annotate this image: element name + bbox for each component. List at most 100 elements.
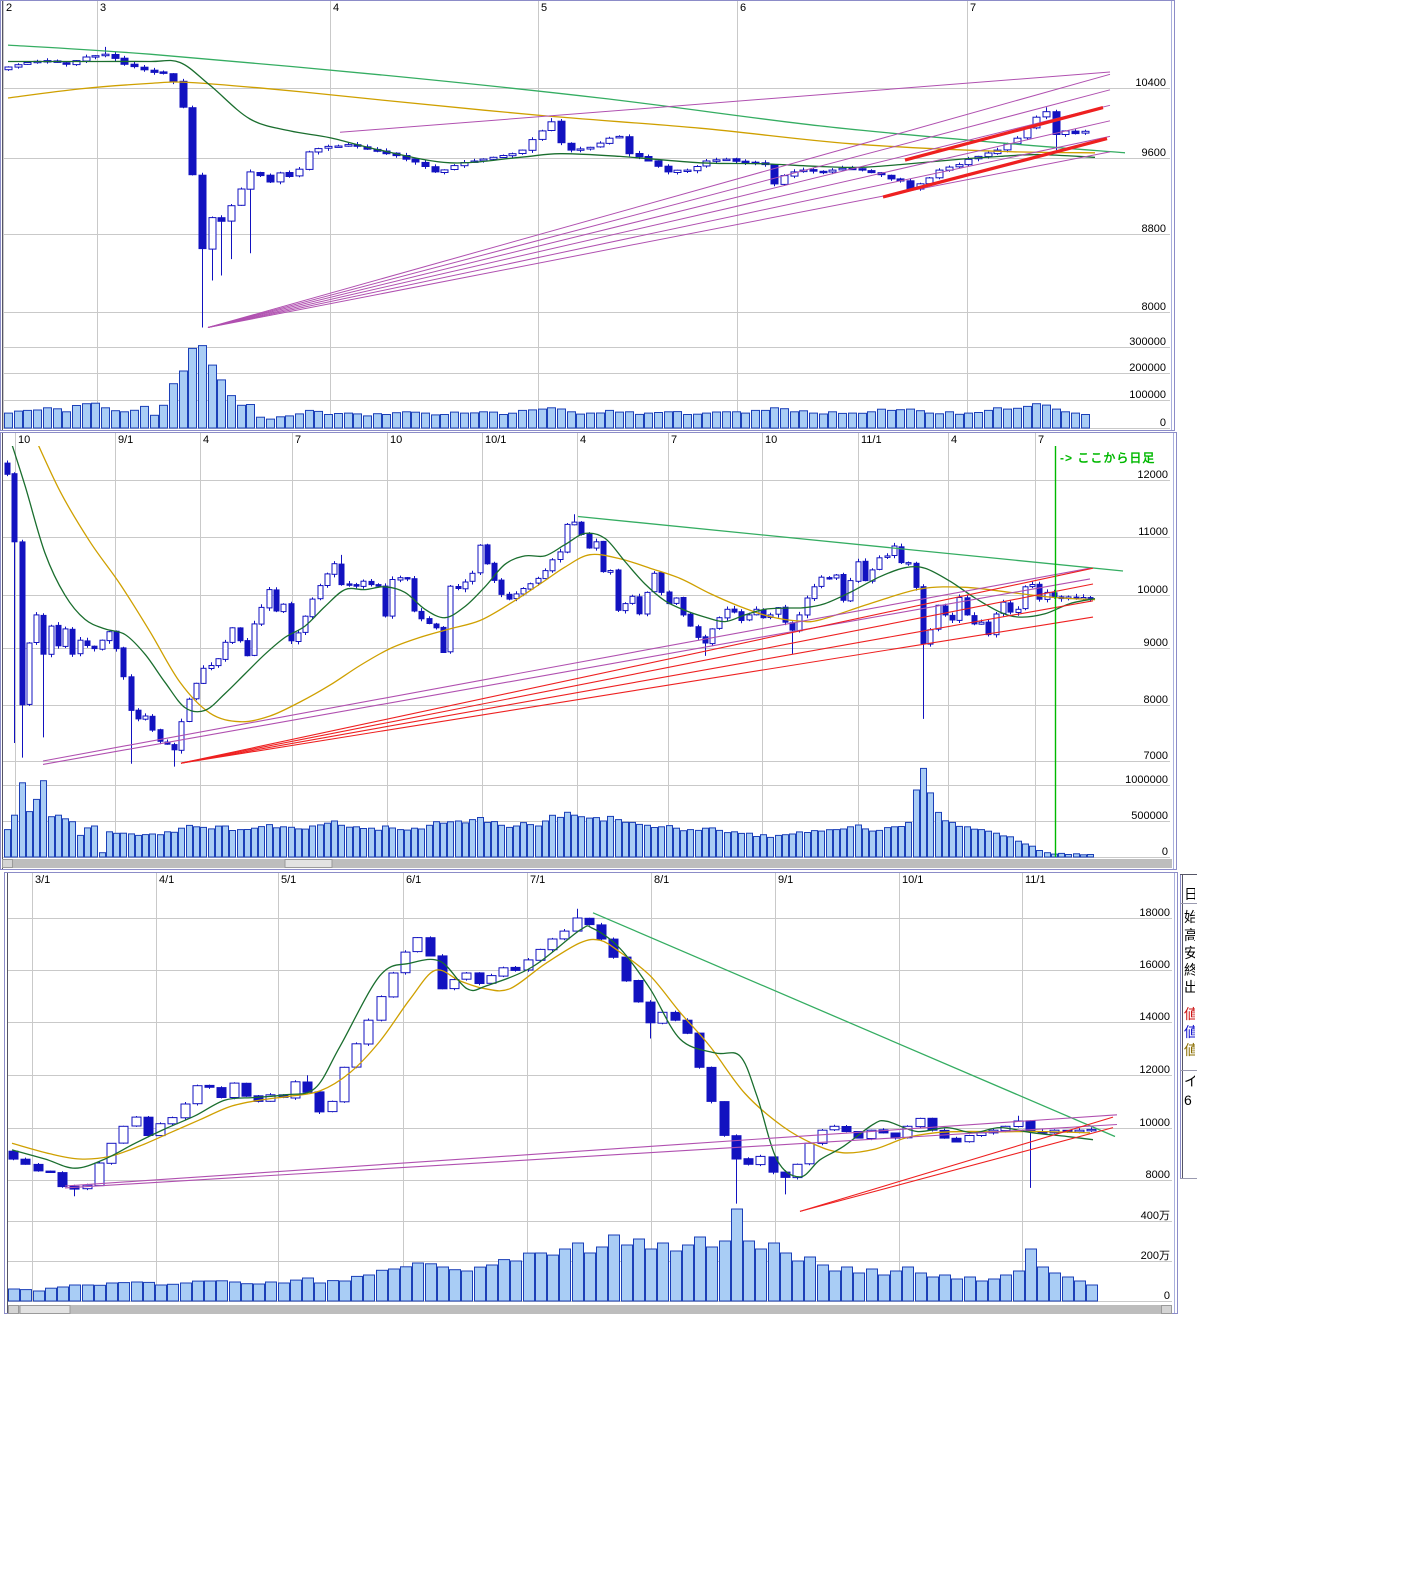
volume-bar [1071,412,1080,429]
volume-bar [295,413,304,429]
volume-axis-label: 100000 [1129,389,1166,401]
daily-boundary-annotation: -> ここから日足 [1060,451,1156,465]
volume-bar [258,826,265,858]
candle-body [57,1172,68,1188]
candle-body [69,628,76,655]
volume-bar [363,1274,375,1302]
candle-body [841,1126,852,1132]
volume-bar [351,1275,363,1302]
candle-body [809,169,818,172]
volume-bar [593,817,600,858]
volume-bar [290,1279,302,1302]
volume-bar [237,404,246,429]
x-axis-label: 9/1 [118,434,133,446]
volume-bar [392,412,401,429]
x-axis-label: 7 [295,434,301,446]
middle-weekly-chart-frame [0,432,1177,870]
volume-bar [939,1274,951,1302]
candle-body [683,169,692,173]
candle-body [942,605,949,616]
candle-body [159,71,168,74]
scrollbar-thumb[interactable] [19,1305,71,1314]
volume-bar [615,411,624,429]
volume-bar [890,1270,902,1302]
candle-body [375,584,382,587]
volume-bar [229,830,236,858]
volume-bar [925,412,934,429]
moving-average-line [11,925,1094,1178]
volume-bar [186,824,193,858]
volume-bar [334,413,343,429]
volume-bar [542,820,549,858]
candle-body [693,166,702,172]
scrollbar-track[interactable] [2,859,1172,868]
candle-body [120,647,127,678]
candle-body [285,172,294,177]
volume-bar [8,1288,20,1302]
candle-body [229,1082,240,1098]
volume-bar [376,1269,388,1302]
volume-bar [586,412,595,429]
candle-body [474,972,485,985]
volume-bar [913,789,920,858]
candle-body [796,614,803,632]
volume-bar [180,1282,192,1302]
candle-body [55,624,62,647]
candle-body [818,576,825,587]
volume-bar [216,1280,228,1302]
volume-bar [927,792,934,858]
candle-body [838,167,847,171]
volume-bar [789,833,796,858]
candle-body [876,557,883,570]
candle-body [216,1087,227,1098]
candle-body [935,169,944,179]
volume-bar [111,410,120,429]
candle-body [327,1100,338,1113]
volume-bar [645,1248,657,1302]
volume-bar [1036,850,1043,858]
horizontal-scrollbar[interactable] [8,1305,1172,1314]
candle-body [237,627,244,642]
scrollbar-left-button[interactable] [8,1305,19,1314]
candle-body [101,53,110,57]
candle-body [99,639,106,650]
scrollbar-thumb[interactable] [284,859,333,868]
fan-trendline [42,578,1091,765]
candle-body [605,137,614,144]
volume-bar [84,827,91,858]
candle-body [826,577,833,580]
scrollbar-track[interactable] [8,1305,1172,1314]
candle-body [62,62,71,65]
volume-bar [208,364,217,429]
volume-bar [1074,1280,1086,1302]
candle-body [208,665,215,669]
trendline [180,583,1094,764]
candle-body [45,1170,56,1173]
scrollbar-left-button[interactable] [2,859,13,868]
candle-body [528,139,537,151]
candle-body [431,166,440,173]
candle-body [518,149,527,155]
candle-body [949,614,956,621]
candle-body [305,151,314,170]
volume-bar [339,1280,351,1302]
scrollbar-right-button[interactable] [1161,1305,1172,1314]
candle-body [913,562,920,588]
candle-body [140,66,149,71]
volume-bar [956,825,963,858]
volume-bar [625,411,634,429]
info-panel-label: 値 [1184,1042,1198,1058]
candle-body [23,62,32,65]
candle-body [295,632,302,643]
candle-body [1081,130,1090,134]
volume-bar [150,414,159,429]
volume-bar [302,828,309,858]
candle-body [654,160,663,167]
volume-bar [33,798,40,858]
volume-bar [853,1272,865,1302]
horizontal-scrollbar[interactable] [2,859,1172,868]
volume-bar [113,832,120,858]
volume-bar [1051,853,1058,858]
candle-body [426,618,433,624]
candle-body [636,596,643,615]
